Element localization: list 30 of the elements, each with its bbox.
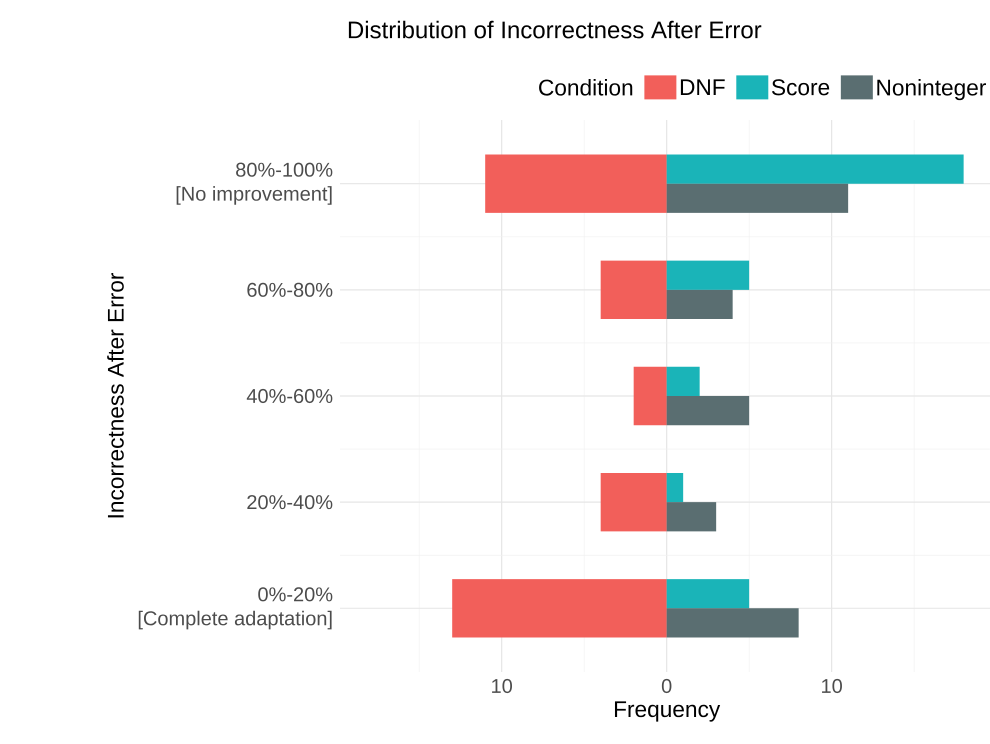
bar — [485, 154, 667, 213]
y-tick-label: 20%-40% — [247, 495, 332, 510]
bar — [600, 472, 667, 532]
y-tick-label: 60%-80% — [247, 282, 332, 297]
chart-title: Distribution of Incorrectness After Error — [348, 20, 762, 38]
bar — [452, 579, 667, 638]
bar — [666, 184, 848, 213]
legend-label: DNF — [680, 79, 725, 95]
bar — [666, 472, 684, 502]
x-tick-label: 0 — [662, 678, 672, 694]
y-axis-title: Incorrectness After Error — [107, 272, 124, 518]
legend-label: Score — [772, 79, 830, 96]
bar — [666, 579, 750, 608]
x-tick-label: 10 — [492, 678, 512, 694]
bar — [666, 154, 964, 184]
bar — [666, 608, 799, 638]
bar — [600, 260, 667, 320]
bar — [666, 502, 716, 532]
y-tick-label: 80%-100% [No improvement] — [176, 162, 332, 205]
bar — [666, 396, 750, 426]
x-tick-label: 10 — [822, 678, 842, 694]
x-axis-title: Frequency — [614, 701, 720, 722]
legend-title: Condition — [539, 78, 632, 96]
bar — [666, 366, 700, 396]
bar — [666, 260, 750, 290]
bar — [634, 366, 667, 426]
legend-label: Noninteger — [877, 78, 986, 100]
bar — [666, 290, 733, 320]
y-tick-label: 0%-20% [Complete adaptation] — [138, 587, 332, 630]
y-tick-label: 40%-60% — [246, 388, 332, 404]
